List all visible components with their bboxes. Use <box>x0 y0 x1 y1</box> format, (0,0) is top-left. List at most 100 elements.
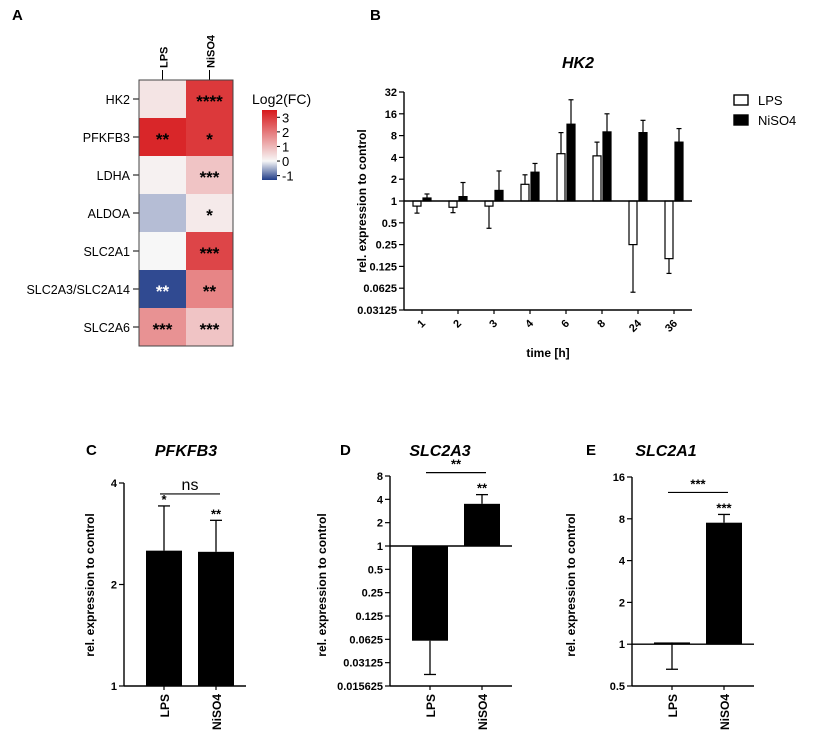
bar-niso4-3h <box>494 189 504 202</box>
significance-niso4-c: ** <box>211 506 222 521</box>
y-tick-label-d: 4 <box>377 494 384 506</box>
bar-lps-4h <box>520 183 530 202</box>
y-tick-label-e: 0.5 <box>610 681 625 693</box>
heatmap-row-label: HK2 <box>106 93 130 107</box>
heatmap-row-label: SLC2A1 <box>83 245 130 259</box>
heatmap-annotation: ** <box>156 282 170 301</box>
heatmap-row-label: SLC2A3/SLC2A14 <box>26 283 130 297</box>
colorbar-tick-label: 1 <box>282 139 289 154</box>
bar-niso4-36h <box>674 141 684 202</box>
y-tick-label-d: 1 <box>377 541 383 553</box>
colorbar-tick-label: -1 <box>282 169 294 184</box>
bar-niso4-8h <box>602 131 612 202</box>
x-tick-label-c: NiSO4 <box>210 694 224 730</box>
y-tick-label-d: 2 <box>377 518 383 530</box>
bar-niso4-24h <box>638 132 648 202</box>
heatmap-annotation: ** <box>203 282 217 301</box>
y-tick-label-b: 0.25 <box>376 240 397 252</box>
colorbar-rect <box>262 110 277 180</box>
heatmap-cell <box>139 308 186 346</box>
y-tick-label-d: 0.015625 <box>337 681 383 693</box>
colorbar-title: Log2(FC) <box>252 91 311 107</box>
y-tick-label-d: 0.125 <box>355 611 383 623</box>
y-tick-label-b: 1 <box>391 196 397 208</box>
y-tick-label-b: 0.5 <box>382 218 397 230</box>
heatmap-annotation: *** <box>153 320 173 339</box>
heatmap-cell <box>139 156 186 194</box>
bar-lps-c <box>146 550 182 686</box>
heatmap-cell <box>186 308 233 346</box>
heatmap-annotation: *** <box>200 244 220 263</box>
heatmap-annotation: **** <box>196 92 223 111</box>
heatmap-annotation: *** <box>200 320 220 339</box>
y-tick-label-d: 0.5 <box>368 564 383 576</box>
significance-lps-d: **** <box>420 627 441 642</box>
y-tick-label-d: 8 <box>377 471 383 483</box>
y-axis-label-b: rel. expression to control <box>355 129 369 272</box>
legend-label-lps: LPS <box>758 93 783 108</box>
colorbar-tick-label: 3 <box>282 110 289 125</box>
x-tick-label-b: 24 <box>627 317 645 335</box>
heatmap-cell <box>139 118 186 156</box>
y-tick-label-d: 0.0625 <box>349 634 383 646</box>
bar-lps-2h <box>448 200 458 208</box>
y-axis-label-c: rel. expression to control <box>83 513 97 656</box>
x-tick-label-d: LPS <box>424 694 438 717</box>
significance-lps-c: * <box>161 492 167 507</box>
bar-niso4-d <box>464 503 500 546</box>
panel-label-d: D <box>340 442 351 459</box>
bar-lps-36h <box>664 200 674 260</box>
y-tick-label-d: 0.25 <box>362 588 383 600</box>
panel-label-a: A <box>12 7 23 24</box>
heatmap-frame <box>138 79 234 347</box>
panel-label-e: E <box>586 442 596 459</box>
heatmap-cell <box>186 270 233 308</box>
panel-label-c: C <box>86 442 97 459</box>
y-axis-label-e: rel. expression to control <box>564 513 578 656</box>
x-axis-label-b: time [h] <box>526 346 569 360</box>
x-tick-label-b: 4 <box>523 317 536 330</box>
heatmap-cell <box>186 232 233 270</box>
y-tick-label-e: 16 <box>613 472 625 484</box>
bar-niso4-6h <box>566 123 576 202</box>
heatmap-row-label: LDHA <box>97 169 131 183</box>
x-tick-label-b: 2 <box>451 318 464 331</box>
x-tick-label-b: 8 <box>595 318 608 331</box>
y-tick-label-e: 2 <box>619 597 625 609</box>
y-tick-label-b: 2 <box>391 174 397 186</box>
comparison-label-c: ns <box>182 477 199 494</box>
chart-title-d: SLC2A3 <box>409 443 470 460</box>
y-tick-label-c: 4 <box>111 478 118 490</box>
x-tick-label-e: NiSO4 <box>718 694 732 730</box>
legend-swatch-niso4 <box>733 114 749 126</box>
y-tick-label-b: 0.125 <box>369 261 397 273</box>
y-tick-label-e: 4 <box>619 556 626 568</box>
legend-label-niso4: NiSO4 <box>758 113 796 128</box>
y-tick-label-b: 0.03125 <box>357 305 397 317</box>
y-tick-label-c: 2 <box>111 580 117 592</box>
chart-title-e: SLC2A1 <box>635 443 696 460</box>
legend-swatch-lps <box>733 94 749 106</box>
heatmap-cell <box>139 80 186 118</box>
y-tick-label-b: 8 <box>391 131 397 143</box>
bar-niso4-c <box>198 551 234 686</box>
heatmap-cell <box>139 270 186 308</box>
heatmap-col-label: NiSO4 <box>206 34 218 68</box>
significance-niso4-d: ** <box>477 481 488 496</box>
heatmap-annotation: ** <box>156 130 170 149</box>
bar-lps-3h <box>484 200 494 207</box>
y-tick-label-e: 8 <box>619 514 625 526</box>
chart-title-hk2: HK2 <box>562 55 594 72</box>
panel-label-b: B <box>370 7 381 24</box>
chart-title-c: PFKFB3 <box>155 443 217 460</box>
heatmap-cell <box>186 80 233 118</box>
bar-lps-d <box>412 546 448 641</box>
heatmap-cell <box>186 118 233 156</box>
heatmap-row-label: SLC2A6 <box>83 321 130 335</box>
x-tick-label-b: 36 <box>663 318 680 335</box>
y-tick-label-d: 0.03125 <box>343 658 383 670</box>
y-tick-label-b: 0.0625 <box>363 283 397 295</box>
significance-niso4-e: *** <box>716 500 732 515</box>
y-tick-label-b: 4 <box>391 152 398 164</box>
